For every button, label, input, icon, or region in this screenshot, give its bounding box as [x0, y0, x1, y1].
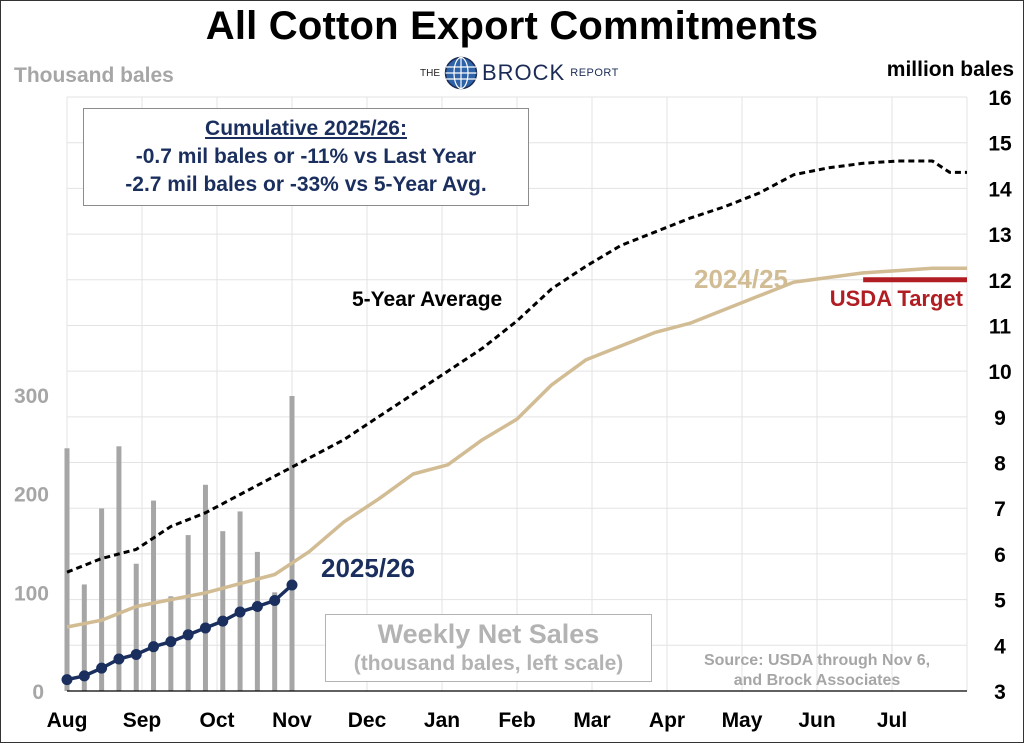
left-axis-tick-label: 300: [14, 385, 49, 408]
point-2025-26: [165, 636, 177, 648]
weekly-sales-bar: [237, 511, 243, 691]
chart-title: All Cotton Export Commitments: [205, 4, 819, 48]
source-line-1: Source: USDA through Nov 6,: [703, 652, 931, 669]
globe-icon: [444, 56, 478, 90]
x-axis-tick-label: Feb: [498, 709, 535, 732]
label-2025-26: 2025/26: [321, 553, 415, 583]
weekly-sales-bar: [185, 535, 191, 691]
label-2024-25: 2024/25: [694, 264, 788, 294]
summary-title: Cumulative 2025/26:: [205, 117, 407, 140]
logo-the: THE: [420, 67, 440, 79]
left-axis-tick-label: 200: [14, 484, 49, 507]
x-axis-tick-label: Oct: [199, 709, 234, 732]
source-note: Source: USDA through Nov 6, and Brock As…: [682, 651, 952, 691]
weekly-sales-subtitle: (thousand bales, left scale): [353, 652, 624, 675]
x-axis-tick-label: Sep: [123, 709, 162, 732]
right-axis-tick-label: 16: [988, 87, 1011, 110]
point-2025-26: [61, 674, 73, 686]
right-axis-tick-label: 15: [988, 133, 1012, 156]
logo-report: REPORT: [570, 67, 619, 79]
x-axis-tick-label: Nov: [272, 709, 312, 732]
weekly-sales-bar: [151, 500, 157, 691]
summary-box: Cumulative 2025/26: -0.7 mil bales or -1…: [83, 108, 529, 206]
x-axis-tick-label: Jul: [877, 709, 907, 732]
right-axis-tick-label: 6: [994, 544, 1006, 567]
series-labels: 5-Year Average 2024/25 2025/26 USDA Target: [321, 264, 964, 583]
weekly-sales-bar: [220, 531, 226, 691]
point-2025-26: [148, 641, 160, 653]
line-2024-25: [66, 266, 967, 629]
point-2025-26: [217, 615, 229, 627]
left-axis-tick-label: 0: [32, 681, 44, 704]
right-axis-tick-label: 3: [994, 681, 1006, 704]
weekly-sales-bars: [64, 395, 295, 691]
label-usda-target: USDA Target: [830, 286, 964, 311]
x-axis-tick-label: May: [722, 709, 763, 732]
point-2025-26: [96, 662, 108, 674]
series-lines: [61, 159, 967, 686]
right-axis-tick-label: 14: [988, 178, 1012, 201]
right-axis-tick-label: 9: [994, 407, 1006, 430]
weekly-sales-bar: [116, 446, 122, 691]
line-5-year-average: [66, 159, 967, 574]
x-axis-tick-label: Aug: [47, 709, 88, 732]
weekly-sales-bar: [64, 448, 70, 691]
weekly-sales-title: Weekly Net Sales: [377, 619, 600, 649]
right-axis-tick-label: 11: [989, 315, 1012, 338]
right-axis-tick-label: 10: [988, 361, 1011, 384]
right-axis-tick-label: 4: [994, 635, 1006, 658]
point-2025-26: [269, 595, 281, 607]
right-axis-tick-label: 5: [994, 590, 1006, 613]
weekly-sales-bar: [81, 584, 87, 691]
brock-report-logo: THE BROCK REPORT: [420, 56, 619, 90]
summary-line-last-year: -0.7 mil bales or -11% vs Last Year: [135, 145, 477, 168]
logo-brock: BROCK: [482, 60, 566, 85]
weekly-sales-bar: [99, 508, 105, 691]
point-2025-26: [251, 600, 263, 612]
x-axis-tick-label: Apr: [649, 709, 685, 732]
label-5-year-average: 5-Year Average: [352, 288, 502, 311]
summary-line-5yr-avg: -2.7 mil bales or -33% vs 5-Year Avg.: [125, 173, 487, 196]
point-2025-26: [286, 579, 298, 591]
left-axis-unit: Thousand bales: [14, 64, 174, 87]
x-axis-tick-label: Jan: [424, 709, 460, 732]
point-2025-26: [199, 622, 211, 634]
point-2025-26: [78, 670, 90, 682]
right-axis-unit: million bales: [886, 58, 1014, 81]
right-axis-tick-label: 13: [988, 224, 1011, 247]
weekly-sales-bar: [133, 563, 139, 691]
x-axis-tick-label: Dec: [348, 709, 387, 732]
right-axis-tick-label: 8: [994, 453, 1006, 476]
weekly-sales-bar: [272, 592, 278, 691]
x-axis-tick-label: Jun: [798, 709, 835, 732]
weekly-sales-bar: [202, 484, 208, 691]
point-2025-26: [234, 606, 246, 618]
axes: 3 4 5 6 7 8 9 10 11 12 13 14 15 16 0 100 200 300 Aug Sep Oct…: [14, 87, 1012, 732]
right-axis-tick-label: 7: [994, 498, 1006, 521]
weekly-sales-bar: [289, 395, 295, 691]
x-axis-tick-label: Mar: [573, 709, 610, 732]
point-2025-26: [182, 629, 194, 641]
source-line-2: and Brock Associates: [733, 672, 901, 689]
weekly-sales-box: Weekly Net Sales (thousand bales, left s…: [325, 614, 652, 682]
left-axis-tick-label: 100: [14, 582, 49, 605]
weekly-sales-bar: [254, 551, 260, 691]
point-2025-26: [130, 648, 142, 660]
right-axis-tick-label: 12: [988, 270, 1011, 293]
point-2025-26: [113, 653, 125, 665]
